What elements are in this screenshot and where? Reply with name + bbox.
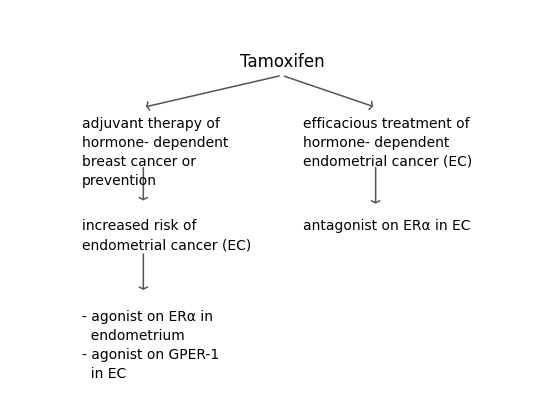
Text: adjuvant therapy of
hormone- dependent
breast cancer or
prevention: adjuvant therapy of hormone- dependent b…: [81, 117, 228, 188]
Text: efficacious treatment of
hormone- dependent
endometrial cancer (EC): efficacious treatment of hormone- depend…: [303, 117, 472, 169]
Text: Tamoxifen: Tamoxifen: [240, 53, 324, 71]
Text: antagonist on ERα in EC: antagonist on ERα in EC: [303, 219, 471, 233]
Text: increased risk of
endometrial cancer (EC): increased risk of endometrial cancer (EC…: [81, 219, 251, 252]
Text: - agonist on ERα in
  endometrium
- agonist on GPER-1
  in EC: - agonist on ERα in endometrium - agonis…: [81, 310, 219, 381]
